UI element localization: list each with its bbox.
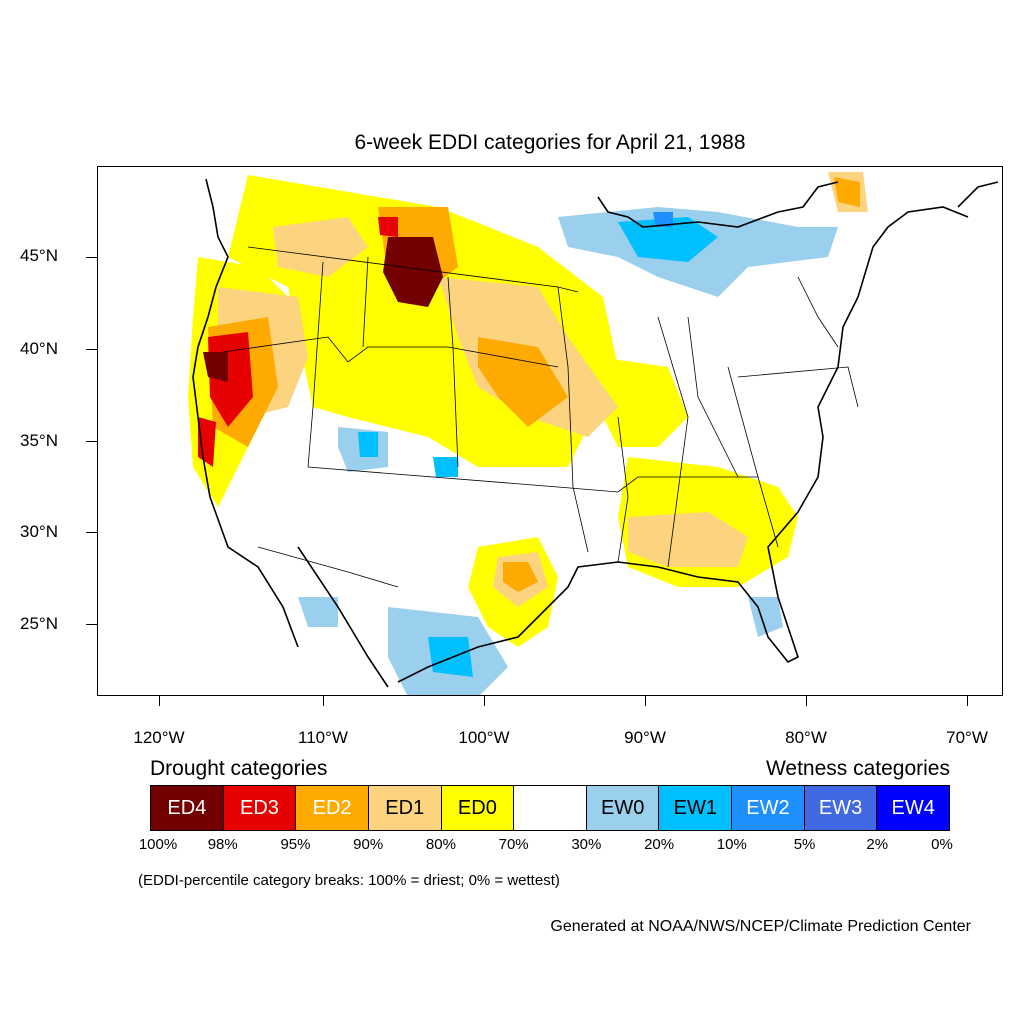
drought-categories-heading: Drought categories: [150, 757, 328, 780]
break-label: 90%: [353, 836, 384, 853]
lon-label-110w: 110°W: [298, 728, 348, 747]
legend-box-ew1: EW1: [659, 786, 733, 830]
lon-label-90w: 90°W: [624, 728, 666, 747]
break-label: 20%: [644, 836, 675, 853]
lat-tick: [86, 441, 97, 442]
legend-box-ed0: ED0: [441, 786, 515, 830]
category-note: (EDDI-percentile category breaks: 100% =…: [138, 872, 560, 889]
eddi-map: [188, 172, 999, 695]
break-label: 95%: [280, 836, 311, 853]
legend-box-ed3: ED3: [223, 786, 297, 830]
ed4-regions: [203, 237, 443, 382]
state-borders: [222, 246, 859, 588]
break-label: 100%: [138, 836, 178, 853]
legend-box-ew0: EW0: [586, 786, 660, 830]
lat-tick: [86, 624, 97, 625]
legend-box-ew2: EW2: [732, 786, 805, 830]
lon-tick: [159, 696, 160, 706]
map-title: 6-week EDDI categories for April 21, 198…: [354, 131, 746, 154]
legend-box-ed2: ED2: [296, 786, 369, 830]
break-label: 0%: [931, 836, 953, 853]
lon-label-70w: 70°W: [946, 728, 988, 747]
break-label: 98%: [207, 836, 238, 853]
ew2-regions: [653, 212, 673, 227]
wetness-categories-heading: Wetness categories: [765, 757, 950, 780]
category-legend: ED4 ED3 ED2 ED1 ED0 EW0 EW1 EW2 EW3 EW4: [150, 785, 950, 831]
credit-line: Generated at NOAA/NWS/NCEP/Climate Predi…: [550, 918, 971, 935]
legend-box-neutral: [514, 786, 587, 830]
legend-box-ew3: EW3: [804, 786, 878, 830]
lon-tick: [645, 696, 646, 706]
break-label: 2%: [866, 836, 889, 853]
lon-tick: [323, 696, 324, 706]
lon-label-120w: 120°W: [133, 728, 185, 747]
break-label: 80%: [425, 836, 456, 853]
lon-label-80w: 80°W: [785, 728, 827, 747]
lon-label-100w: 100°W: [458, 728, 510, 747]
lat-tick: [86, 349, 97, 350]
break-label: 70%: [498, 836, 529, 853]
lat-tick: [86, 257, 97, 258]
lat-label-40n: 40°N: [20, 339, 58, 358]
map-panel: [97, 166, 1003, 696]
lat-label-30n: 30°N: [20, 522, 58, 541]
legend-box-ew4: EW4: [877, 786, 950, 830]
lon-tick: [806, 696, 807, 706]
ew1-regions: [358, 217, 718, 677]
legend-box-ed4: ED4: [151, 786, 224, 830]
lat-tick: [86, 532, 97, 533]
coastlines: [192, 178, 999, 688]
break-label: 5%: [793, 836, 816, 853]
legend-box-ed1: ED1: [368, 786, 442, 830]
break-label: 30%: [571, 836, 602, 853]
lon-tick: [967, 696, 968, 706]
lat-label-35n: 35°N: [20, 431, 58, 450]
lat-label-45n: 45°N: [20, 246, 58, 265]
lat-label-25n: 25°N: [20, 614, 58, 633]
break-label: 10%: [716, 836, 747, 853]
lon-tick: [484, 696, 485, 706]
